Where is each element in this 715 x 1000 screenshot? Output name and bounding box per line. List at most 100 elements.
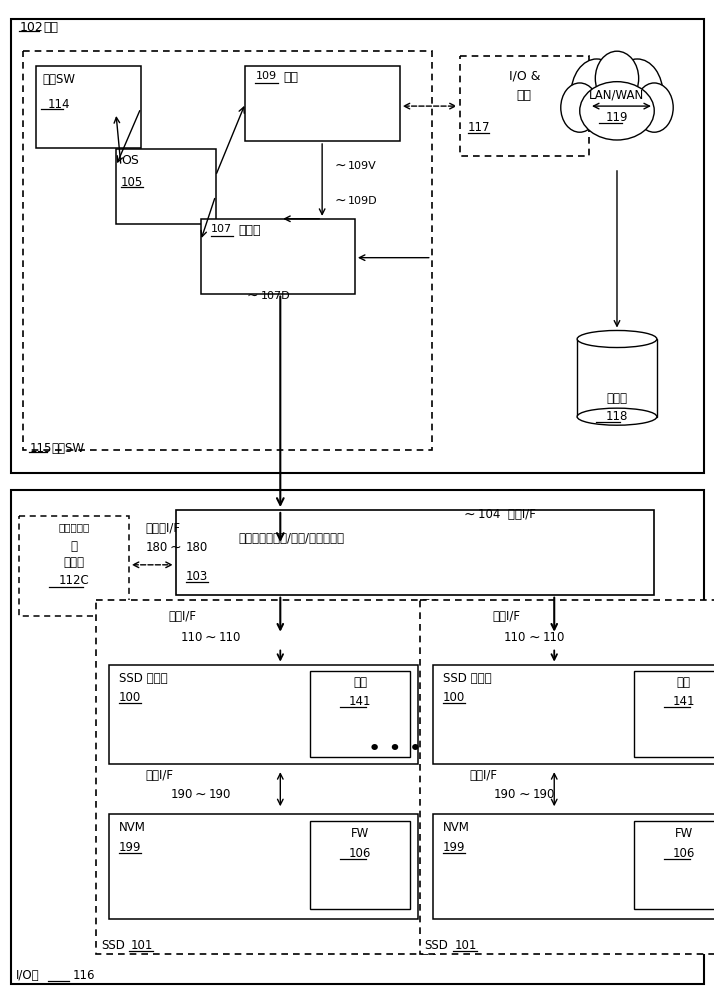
Text: 118: 118 bbox=[606, 410, 628, 423]
Text: SSD 控制器: SSD 控制器 bbox=[119, 672, 167, 685]
Ellipse shape bbox=[635, 83, 674, 132]
Text: SSD: SSD bbox=[425, 939, 448, 952]
Bar bbox=[433, 665, 715, 764]
Ellipse shape bbox=[577, 408, 657, 425]
Ellipse shape bbox=[580, 82, 654, 140]
Text: 105: 105 bbox=[121, 176, 143, 189]
Text: SSD: SSD bbox=[101, 939, 125, 952]
Text: 存储: 存储 bbox=[517, 89, 532, 102]
Text: 应用: 应用 bbox=[283, 71, 298, 84]
Bar bbox=[634, 821, 715, 909]
Text: ~: ~ bbox=[334, 159, 346, 173]
Text: 存储器: 存储器 bbox=[64, 556, 84, 569]
Text: 外部I/F: 外部I/F bbox=[493, 610, 521, 623]
Text: 110: 110 bbox=[219, 631, 241, 644]
Text: 190: 190 bbox=[209, 788, 231, 801]
Text: 199: 199 bbox=[119, 841, 142, 854]
Bar bbox=[36, 66, 141, 148]
Text: 外部I/F: 外部I/F bbox=[169, 610, 197, 623]
Bar bbox=[460, 56, 589, 156]
Text: 110: 110 bbox=[180, 631, 202, 644]
Text: 112C: 112C bbox=[59, 574, 89, 587]
Bar bbox=[577, 339, 657, 417]
Text: 主机: 主机 bbox=[43, 21, 58, 34]
Text: 190: 190 bbox=[494, 788, 516, 801]
Text: ~: ~ bbox=[528, 631, 540, 645]
Text: 116: 116 bbox=[73, 969, 96, 982]
Text: 设备I/F: 设备I/F bbox=[146, 769, 174, 782]
Bar bbox=[109, 814, 418, 919]
Ellipse shape bbox=[577, 330, 657, 348]
Text: ~: ~ bbox=[334, 194, 346, 208]
Bar bbox=[420, 600, 715, 954]
Text: 101: 101 bbox=[131, 939, 153, 952]
Bar bbox=[201, 219, 355, 294]
Text: 主机SW: 主机SW bbox=[51, 442, 84, 455]
Text: ~: ~ bbox=[204, 631, 217, 645]
Bar bbox=[96, 600, 435, 954]
Bar bbox=[11, 19, 704, 473]
Text: I/O卡: I/O卡 bbox=[16, 969, 40, 982]
Text: 107D: 107D bbox=[260, 291, 290, 301]
Text: 管理SW: 管理SW bbox=[43, 73, 76, 86]
Bar bbox=[634, 671, 715, 757]
Ellipse shape bbox=[596, 51, 638, 106]
Text: ~: ~ bbox=[170, 541, 182, 555]
Text: 106: 106 bbox=[673, 847, 695, 860]
Bar bbox=[24, 51, 432, 450]
Text: 103: 103 bbox=[186, 570, 208, 583]
Text: 106: 106 bbox=[349, 847, 371, 860]
Text: 141: 141 bbox=[673, 695, 695, 708]
Text: 119: 119 bbox=[606, 111, 628, 124]
Bar bbox=[11, 490, 704, 984]
Text: 104  中间I/F: 104 中间I/F bbox=[478, 508, 536, 521]
Text: ~: ~ bbox=[518, 787, 530, 801]
Text: 110: 110 bbox=[504, 631, 526, 644]
Text: NVM: NVM bbox=[443, 821, 470, 834]
Text: ~: ~ bbox=[194, 787, 207, 801]
Text: 存储器I/F: 存储器I/F bbox=[146, 522, 181, 535]
Text: 117: 117 bbox=[468, 121, 490, 134]
Text: 驱动器: 驱动器 bbox=[239, 224, 261, 237]
Text: ~: ~ bbox=[247, 289, 258, 303]
Text: FW: FW bbox=[675, 827, 693, 840]
Text: 服务器: 服务器 bbox=[606, 392, 628, 405]
Text: 180: 180 bbox=[145, 541, 168, 554]
Text: 114: 114 bbox=[48, 98, 70, 111]
Text: LAN/WAN: LAN/WAN bbox=[589, 88, 645, 101]
Text: （可选的）: （可选的） bbox=[59, 522, 89, 532]
Text: 100: 100 bbox=[443, 691, 465, 704]
Text: 115: 115 bbox=[29, 442, 51, 455]
Text: 映射: 映射 bbox=[676, 676, 691, 689]
Text: 190: 190 bbox=[533, 788, 555, 801]
Bar bbox=[310, 671, 410, 757]
Text: 107: 107 bbox=[211, 224, 232, 234]
Text: 199: 199 bbox=[443, 841, 465, 854]
Text: 180: 180 bbox=[186, 541, 208, 554]
Bar bbox=[433, 814, 715, 919]
Text: I/O &: I/O & bbox=[508, 69, 540, 82]
Text: 109: 109 bbox=[255, 71, 277, 81]
Text: SSD 控制器: SSD 控制器 bbox=[443, 672, 491, 685]
Text: 141: 141 bbox=[349, 695, 371, 708]
Text: （可选的）开关/构造/中间控制器: （可选的）开关/构造/中间控制器 bbox=[239, 532, 345, 545]
Text: 设备I/F: 设备I/F bbox=[470, 769, 498, 782]
Text: 190: 190 bbox=[170, 788, 192, 801]
Text: 100: 100 bbox=[119, 691, 141, 704]
Text: NVM: NVM bbox=[119, 821, 146, 834]
Text: 110: 110 bbox=[542, 631, 565, 644]
Ellipse shape bbox=[561, 83, 598, 132]
Bar bbox=[245, 66, 400, 141]
Text: OS: OS bbox=[121, 154, 139, 167]
Text: 109D: 109D bbox=[348, 196, 378, 206]
Ellipse shape bbox=[571, 59, 622, 130]
Bar bbox=[19, 516, 129, 616]
Bar bbox=[116, 149, 215, 224]
Text: • • •: • • • bbox=[368, 739, 422, 759]
Ellipse shape bbox=[611, 59, 663, 130]
Text: 101: 101 bbox=[455, 939, 477, 952]
Text: FW: FW bbox=[351, 827, 369, 840]
Text: 映射: 映射 bbox=[353, 676, 367, 689]
Bar bbox=[109, 665, 418, 764]
Bar bbox=[310, 821, 410, 909]
